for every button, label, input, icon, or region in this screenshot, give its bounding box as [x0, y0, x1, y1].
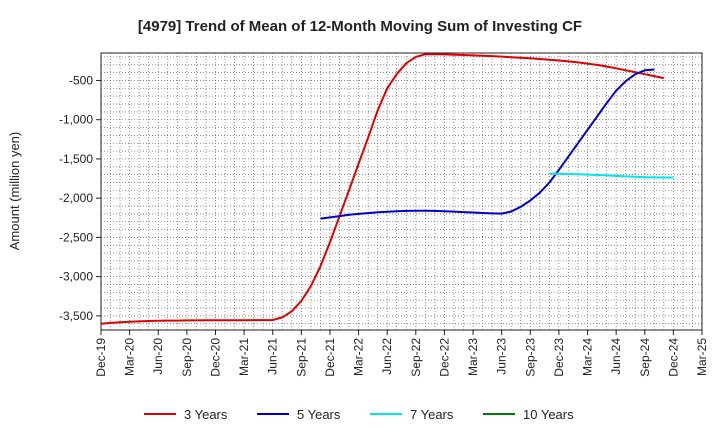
y-axis-label: Amount (million yen)	[7, 132, 22, 251]
x-tick-label: Dec-24	[666, 338, 680, 377]
x-tick-label: Mar-20	[123, 338, 137, 376]
x-tick-label: Jun-20	[151, 338, 165, 375]
y-tick-label: -2,500	[59, 230, 93, 244]
y-tick-label: -3,500	[59, 309, 93, 323]
legend-label: 7 Years	[410, 407, 454, 422]
x-tick-label: Mar-21	[237, 338, 251, 376]
legend: 3 Years 5 Years 7 Years 10 Years	[144, 407, 574, 422]
series-line	[549, 172, 674, 179]
x-tick-label: Mar-25	[695, 338, 709, 376]
series-line	[100, 53, 665, 325]
legend-label: 10 Years	[523, 407, 574, 422]
x-tick-label: Sep-20	[180, 338, 194, 377]
series-line	[320, 68, 655, 220]
x-tick-label: Dec-23	[552, 338, 566, 377]
y-tick-label: -1,000	[59, 113, 93, 127]
chart-title: [4979] Trend of Mean of 12-Month Moving …	[138, 18, 582, 35]
x-tick-label: Jun-23	[495, 338, 509, 375]
x-tick-label: Dec-22	[437, 338, 451, 377]
x-tick-label: Dec-19	[94, 338, 108, 377]
plot-frame	[100, 52, 703, 331]
y-tick-label: -3,000	[59, 270, 93, 284]
y-tick-label: -1,500	[59, 152, 93, 166]
x-tick-label: Dec-20	[208, 338, 222, 377]
x-tick-label: Sep-24	[638, 338, 652, 377]
y-tick-label: -500	[69, 73, 93, 87]
x-tick-label: Dec-21	[323, 338, 337, 377]
x-tick-label: Sep-22	[409, 338, 423, 377]
x-tick-label: Mar-22	[352, 338, 366, 376]
x-tick-label: Jun-21	[266, 338, 280, 375]
x-tick-label: Sep-21	[294, 338, 308, 377]
x-tick-label: Jun-22	[380, 338, 394, 375]
x-tick-label: Mar-23	[466, 338, 480, 376]
x-tick-label: Sep-23	[523, 338, 537, 377]
x-tick-label: Mar-24	[581, 338, 595, 376]
x-tick-label: Jun-24	[609, 338, 623, 375]
legend-label: 5 Years	[297, 407, 341, 422]
plot-background	[101, 53, 702, 330]
plot-area: -500 -1,000 -1,500 -2,000 -2,500 -3,000 -3,500…	[59, 52, 709, 377]
y-tick-label: -2,000	[59, 191, 93, 205]
legend-label: 3 Years	[184, 407, 228, 422]
